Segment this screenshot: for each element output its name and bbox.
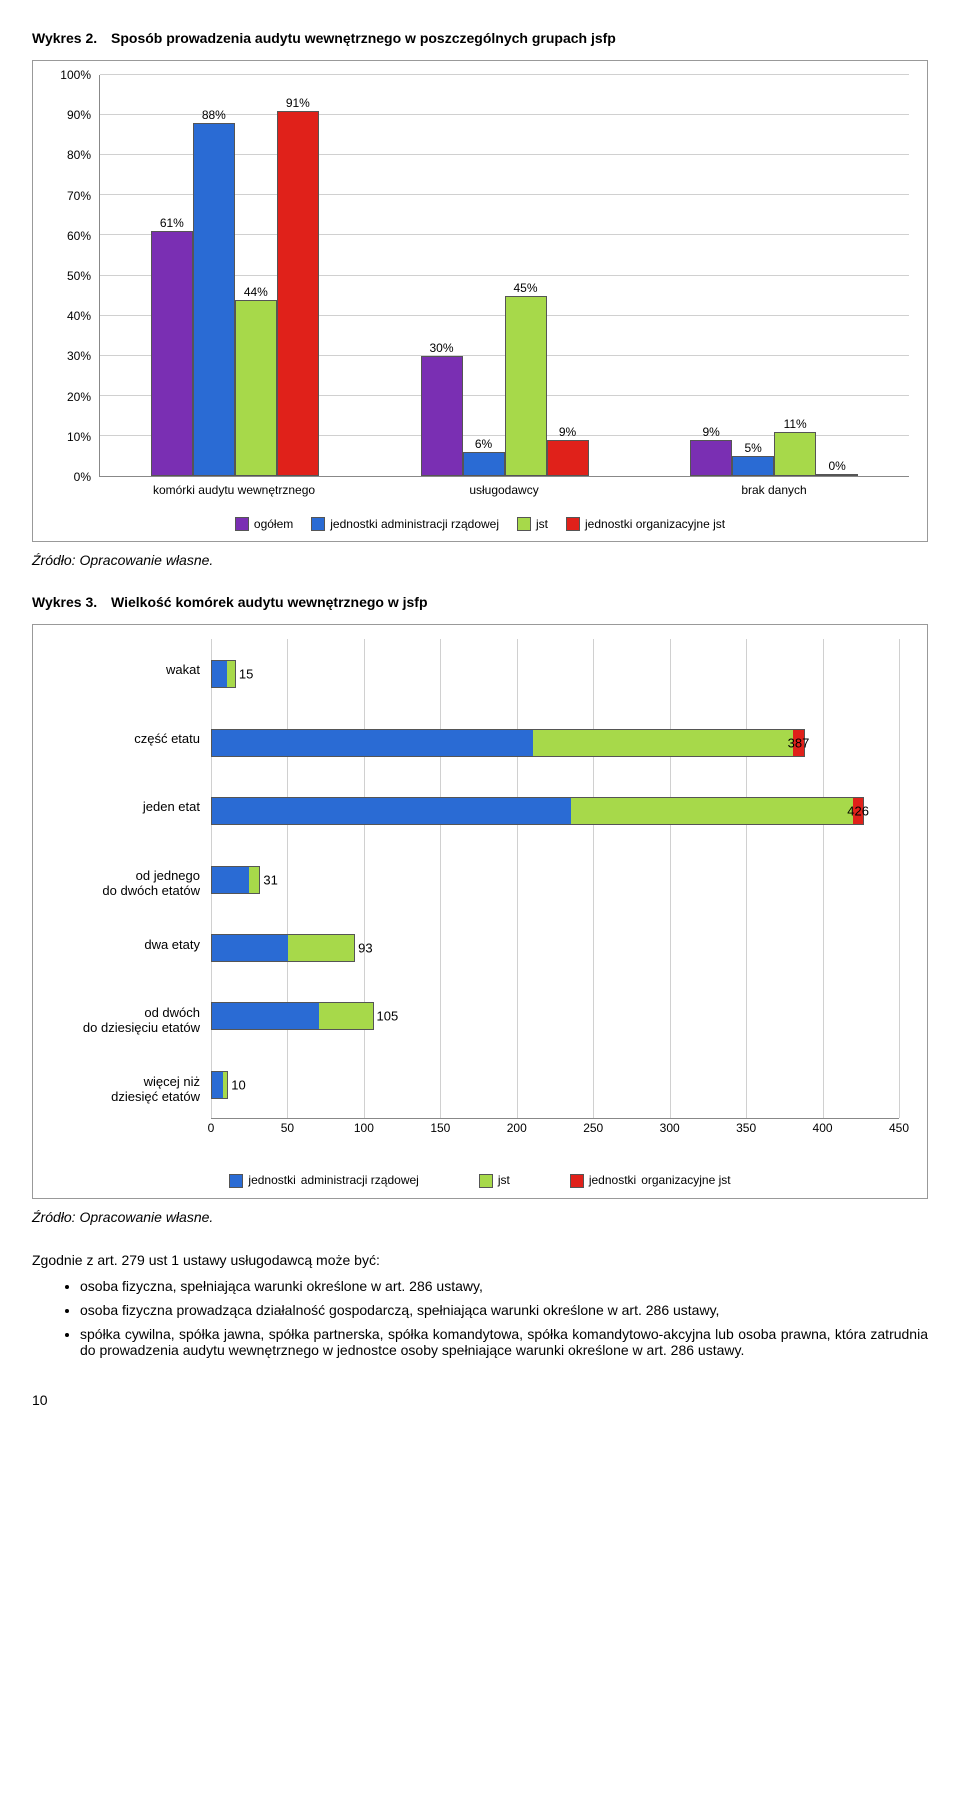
chart2-bar-value: 10 — [227, 1077, 245, 1092]
chart1-ytick: 70% — [67, 189, 91, 203]
chart2-bar-value: 93 — [354, 940, 372, 955]
body-list: osoba fizyczna, spełniająca warunki okre… — [32, 1278, 928, 1358]
chart2-bar: 387 — [211, 729, 805, 757]
chart1-title-prefix: Wykres 2. — [32, 30, 97, 46]
chart2-legend: jednostkiadministracji rządowej jst jednos… — [51, 1173, 909, 1188]
chart2-title-text: Wielkość komórek audytu wewnętrznego w j… — [111, 594, 428, 610]
chart1-xlabel: brak danych — [639, 477, 909, 505]
chart1-bar-label: 45% — [513, 281, 537, 297]
chart1-source: Źródło: Opracowanie własne. — [32, 552, 928, 568]
chart2-bar: 10 — [211, 1071, 228, 1099]
chart2-xtick: 300 — [660, 1121, 680, 1135]
body-intro: Zgodnie z art. 279 ust 1 ustawy usługoda… — [32, 1251, 928, 1270]
chart1-bar: 11% — [774, 432, 816, 476]
chart2-bar: 105 — [211, 1002, 374, 1030]
chart1-bar: 44% — [235, 300, 277, 476]
chart1-bar-label: 6% — [475, 437, 492, 453]
chart1-legend-item: jednostki administracji rządowej — [311, 517, 499, 531]
chart1-bar-label: 0% — [829, 459, 846, 475]
chart2-ylabel: wakat — [166, 663, 200, 678]
chart1-ytick: 60% — [67, 229, 91, 243]
chart1-legend-item: jednostki organizacyjne jst — [566, 517, 725, 531]
chart1-plot: 0%10%20%30%40%50%60%70%80%90%100%61%88%4… — [51, 75, 909, 505]
chart1-legend: ogółem jednostki administracji rządowej js… — [51, 517, 909, 531]
chart2-ylabel: dwa etaty — [144, 938, 200, 953]
chart2-xtick: 450 — [889, 1121, 909, 1135]
chart1-legend-item: jst — [517, 517, 548, 531]
chart2-bar-value: 105 — [373, 1009, 399, 1024]
chart2-bar: 93 — [211, 934, 355, 962]
chart1-xlabel: komórki audytu wewnętrznego — [99, 477, 369, 505]
chart1-bar: 0% — [816, 474, 858, 476]
chart2-source: Źródło: Opracowanie własne. — [32, 1209, 928, 1225]
chart2-bar: 426 — [211, 797, 864, 825]
chart1-bar: 91% — [277, 111, 319, 476]
chart1-bar-label: 88% — [202, 108, 226, 124]
chart1-bar: 30% — [421, 356, 463, 476]
chart2-title-prefix: Wykres 3. — [32, 594, 97, 610]
chart1-title-text: Sposób prowadzenia audytu wewnętrznego w… — [111, 30, 616, 46]
chart1-bar: 9% — [547, 440, 589, 476]
chart1-bar: 45% — [505, 296, 547, 476]
chart1-bar: 5% — [732, 456, 774, 476]
chart2-legend-item: jednostkiadministracji rządowej — [229, 1173, 418, 1188]
chart1-bar-label: 91% — [286, 96, 310, 112]
chart2-ylabel: od jednegodo dwóch etatów — [102, 869, 200, 899]
chart1-ytick: 10% — [67, 430, 91, 444]
body-list-item: osoba fizyczna, spełniająca warunki okre… — [80, 1278, 928, 1294]
chart1-bar-label: 9% — [703, 425, 720, 441]
chart1-bar: 61% — [151, 231, 193, 476]
chart2-bar-value: 31 — [259, 872, 277, 887]
chart2-plot: 15 387 426 31 93 105 10 wakat część etatu jeden e… — [51, 639, 909, 1159]
chart1-bar-label: 44% — [244, 285, 268, 301]
chart2-xtick: 50 — [281, 1121, 294, 1135]
chart2-bar-value: 387 — [784, 735, 810, 750]
chart1-bar-label: 9% — [559, 425, 576, 441]
chart2-bar-value: 426 — [843, 804, 869, 819]
chart2-ylabel: więcej niżdziesięć etatów — [111, 1075, 200, 1105]
body-list-item: osoba fizyczna prowadząca działalność go… — [80, 1302, 928, 1318]
chart1-ytick: 20% — [67, 390, 91, 404]
chart2-xtick: 400 — [813, 1121, 833, 1135]
chart1-bar: 6% — [463, 452, 505, 476]
chart1-ytick: 100% — [60, 68, 91, 82]
chart2-box: 15 387 426 31 93 105 10 wakat część etatu jeden e… — [32, 624, 928, 1199]
chart1-ytick: 40% — [67, 309, 91, 323]
chart1-bar-label: 11% — [784, 417, 807, 433]
chart2-ylabel: jeden etat — [143, 800, 200, 815]
body-list-item: spółka cywilna, spółka jawna, spółka par… — [80, 1326, 928, 1358]
chart2-xtick: 0 — [208, 1121, 215, 1135]
chart1-box: 0%10%20%30%40%50%60%70%80%90%100%61%88%4… — [32, 60, 928, 542]
chart1-bar-label: 30% — [429, 341, 453, 357]
chart2-legend-item: jednostkiorganizacyjne jst — [570, 1173, 731, 1188]
page-number: 10 — [32, 1392, 928, 1408]
chart2-xtick: 350 — [736, 1121, 756, 1135]
chart2-xtick: 150 — [430, 1121, 450, 1135]
chart1-ytick: 0% — [74, 470, 91, 484]
chart1-bar-label: 61% — [160, 216, 184, 232]
chart2-xtick: 200 — [507, 1121, 527, 1135]
chart1-bar: 9% — [690, 440, 732, 476]
chart1-ytick: 80% — [67, 148, 91, 162]
chart1-legend-item: ogółem — [235, 517, 293, 531]
chart2-ylabel: od dwóchdo dziesięciu etatów — [83, 1006, 200, 1036]
chart2-title: Wykres 3. Wielkość komórek audytu wewnęt… — [32, 594, 928, 610]
chart1-ytick: 50% — [67, 269, 91, 283]
chart2-bar-value: 15 — [235, 667, 253, 682]
chart1-bar: 88% — [193, 123, 235, 476]
chart2-legend-item: jst — [479, 1173, 510, 1188]
chart2-xtick: 250 — [583, 1121, 603, 1135]
chart2-ylabel: część etatu — [134, 732, 200, 747]
chart1-bar-label: 5% — [745, 441, 762, 457]
chart2-bar: 15 — [211, 660, 236, 688]
chart1-ytick: 90% — [67, 108, 91, 122]
chart1-xlabel: usługodawcy — [369, 477, 639, 505]
chart1-title: Wykres 2. Sposób prowadzenia audytu wewn… — [32, 30, 928, 46]
chart1-ytick: 30% — [67, 349, 91, 363]
chart2-bar: 31 — [211, 866, 260, 894]
chart2-xtick: 100 — [354, 1121, 374, 1135]
